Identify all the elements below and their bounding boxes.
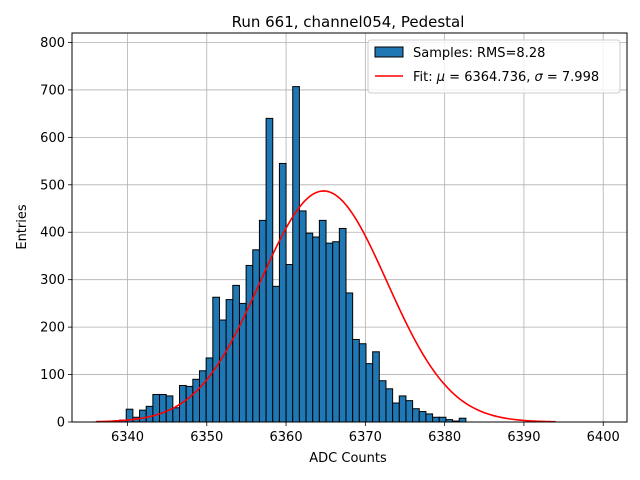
fit-curve [95, 190, 556, 423]
histogram-bar [252, 249, 260, 423]
histogram-bar [378, 380, 387, 423]
x-tick-label: 6390 [507, 430, 540, 445]
bars-layer [119, 86, 467, 423]
histogram-bar [292, 86, 300, 423]
histogram-bar [139, 409, 147, 423]
histogram-bar [412, 408, 420, 423]
x-axis-label: ADC Counts [309, 451, 387, 466]
histogram-bar [159, 393, 167, 423]
histogram-bar [192, 378, 200, 423]
x-tick-label: 6340 [111, 430, 144, 445]
histogram-bar [458, 417, 467, 423]
legend-fit-mu-value: = 6364.736, [445, 70, 534, 85]
histogram-bar [145, 405, 154, 423]
chart-title: Run 661, channel054, Pedestal [232, 13, 465, 31]
histogram-bar [345, 292, 354, 423]
y-tick-label: 700 [40, 83, 65, 98]
legend-fit-mu-symbol: μ [436, 70, 445, 85]
histogram-bar [338, 227, 347, 423]
histogram-bar [265, 117, 274, 423]
histogram-bar [385, 388, 394, 423]
y-tick-label: 0 [57, 416, 65, 431]
fit-layer [95, 190, 556, 423]
histogram-bar [405, 400, 414, 423]
y-tick-label: 300 [40, 273, 65, 288]
x-tick-label: 6360 [270, 430, 303, 445]
x-tick-label: 6380 [428, 430, 461, 445]
histogram-bar [365, 363, 374, 423]
histogram-bar [312, 236, 320, 423]
y-tick-label: 500 [40, 178, 65, 193]
histogram-bar [285, 264, 294, 423]
histogram-bar [172, 407, 181, 423]
histogram-bar [258, 219, 267, 423]
histogram-bar [432, 416, 440, 423]
histogram-bar [205, 357, 214, 423]
axes-frame [71, 32, 628, 423]
histogram-bar [198, 370, 207, 423]
histogram-bar [398, 395, 407, 423]
histogram-bar [332, 241, 340, 423]
legend: Samples: RMS=8.28 Fit: μ = 6364.736, σ =… [367, 39, 621, 94]
x-tick-label: 6400 [587, 430, 620, 445]
y-tick-label: 200 [40, 321, 65, 336]
y-tick-label: 800 [40, 36, 65, 51]
histogram-bar [185, 385, 194, 423]
y-tick-label: 100 [40, 368, 65, 383]
legend-box [367, 39, 621, 94]
histogram-bar [318, 219, 327, 423]
x-tick-label: 6370 [349, 430, 382, 445]
legend-histogram-swatch [374, 46, 404, 58]
y-axis-label: Entries [15, 204, 30, 250]
histogram-bar [225, 299, 234, 423]
histogram-bar [218, 319, 227, 423]
histogram-bar [305, 232, 314, 423]
y-tick-label: 600 [40, 131, 65, 146]
histogram-bar [352, 338, 360, 423]
legend-fit-sigma-value: = 7.998 [543, 70, 599, 85]
y-axis: 0 100 200 300 400 500 600 700 800 [40, 36, 72, 431]
histogram-bar [278, 162, 287, 423]
histogram-bar [358, 343, 367, 423]
histogram-bar [438, 416, 447, 423]
histogram-bar [392, 402, 400, 423]
histogram-bar [272, 285, 280, 423]
histogram-bar [325, 242, 334, 423]
legend-fit-sigma-symbol: σ [535, 70, 544, 85]
legend-histogram-label: Samples: RMS=8.28 [413, 46, 545, 61]
y-tick-label: 400 [40, 226, 65, 241]
x-axis: 6340 6350 6360 6370 6380 6390 6400 [111, 422, 620, 445]
histogram-bar [152, 393, 161, 423]
histogram-bar [212, 296, 220, 423]
legend-fit-label: Fit: μ = 6364.736, σ = 7.998 [413, 70, 599, 85]
histogram-bar [372, 351, 380, 423]
histogram-bar [418, 411, 427, 423]
histogram-bar [232, 284, 240, 423]
histogram-bar [425, 413, 434, 423]
legend-fit-prefix: Fit: [413, 70, 437, 85]
histogram-bar [245, 264, 254, 423]
histogram-bar [298, 210, 307, 423]
x-tick-label: 6350 [190, 430, 223, 445]
